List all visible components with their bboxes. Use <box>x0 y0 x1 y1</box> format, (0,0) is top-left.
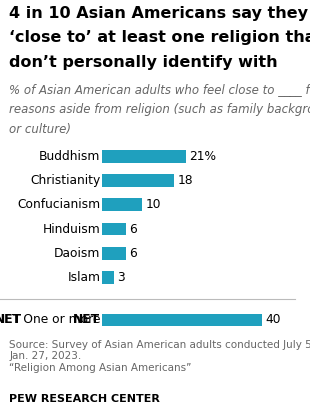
Text: ‘close to’ at least one religion that they: ‘close to’ at least one religion that th… <box>9 30 310 45</box>
Bar <box>102 174 174 187</box>
Text: 21%: 21% <box>190 150 217 163</box>
Text: Daoism: Daoism <box>54 247 100 260</box>
Bar <box>102 150 186 163</box>
Text: 3: 3 <box>117 271 125 284</box>
Text: 18: 18 <box>178 174 193 187</box>
Text: 6: 6 <box>130 223 137 236</box>
Text: 10: 10 <box>146 198 161 211</box>
Bar <box>102 223 126 235</box>
Bar <box>102 271 114 284</box>
Text: Buddhism: Buddhism <box>39 150 100 163</box>
Bar <box>102 198 142 211</box>
Text: NET: NET <box>0 314 22 327</box>
Text: PEW RESEARCH CENTER: PEW RESEARCH CENTER <box>9 394 160 404</box>
Text: NET: NET <box>73 314 100 327</box>
Text: 6: 6 <box>130 247 137 260</box>
Text: Islam: Islam <box>67 271 100 284</box>
Text: % of Asian American adults who feel close to ____ for: % of Asian American adults who feel clos… <box>9 83 310 96</box>
Text: NET One or more: NET One or more <box>0 314 100 327</box>
Bar <box>102 247 126 259</box>
Text: Hinduism: Hinduism <box>42 223 100 236</box>
Text: 4 in 10 Asian Americans say they feel: 4 in 10 Asian Americans say they feel <box>9 6 310 21</box>
Text: Confucianism: Confucianism <box>17 198 100 211</box>
Text: Source: Survey of Asian American adults conducted July 5, 2022-
Jan. 27, 2023.
“: Source: Survey of Asian American adults … <box>9 340 310 373</box>
Text: reasons aside from religion (such as family background: reasons aside from religion (such as fam… <box>9 103 310 116</box>
Text: or culture): or culture) <box>9 123 71 136</box>
Text: Christianity: Christianity <box>30 174 100 187</box>
Bar <box>102 314 263 326</box>
Text: don’t personally identify with: don’t personally identify with <box>9 55 278 70</box>
Text: 40: 40 <box>266 314 281 327</box>
